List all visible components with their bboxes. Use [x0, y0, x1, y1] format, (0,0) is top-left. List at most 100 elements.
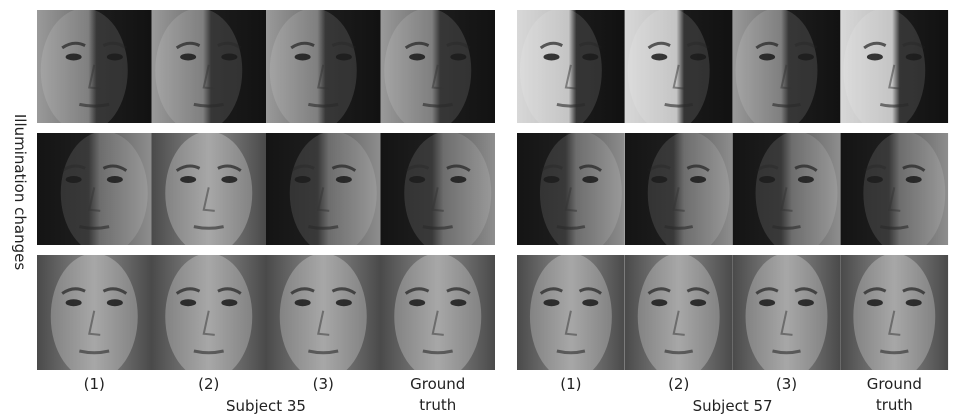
column-label: Ground — [867, 375, 922, 393]
eye — [690, 176, 706, 183]
eye — [295, 299, 311, 306]
mouth — [665, 104, 693, 106]
face — [843, 8, 925, 132]
face — [853, 253, 935, 380]
eye — [759, 299, 775, 306]
eye — [180, 299, 196, 306]
mouth — [194, 227, 224, 229]
face — [746, 253, 828, 380]
face-image — [517, 8, 625, 132]
face-image — [152, 253, 267, 380]
face-image — [733, 253, 841, 380]
column-label: Ground — [410, 375, 465, 393]
face-image — [625, 8, 733, 132]
eye — [66, 299, 82, 306]
eye — [906, 53, 922, 60]
mouth — [557, 351, 585, 353]
eye — [651, 176, 667, 183]
eye — [221, 53, 237, 60]
eye — [543, 299, 559, 306]
mouth — [772, 104, 800, 106]
mouth — [880, 351, 908, 353]
mouth — [557, 104, 585, 106]
eye — [906, 176, 922, 183]
face — [41, 8, 128, 132]
eye — [690, 299, 706, 306]
face — [540, 131, 622, 254]
eye — [798, 176, 814, 183]
figure: Illumination changes (1)(2)(3)Groundtrut… — [0, 0, 966, 419]
column-label: (3) — [313, 375, 334, 393]
column-label: (1) — [84, 375, 105, 393]
face-image — [266, 253, 381, 380]
column-label: (2) — [198, 375, 219, 393]
mouth — [308, 227, 338, 229]
eye — [906, 299, 922, 306]
image-grid — [37, 8, 948, 379]
eye — [582, 53, 598, 60]
column-label: (1) — [560, 375, 581, 393]
face-image — [517, 253, 625, 380]
eye — [180, 176, 196, 183]
eye — [336, 176, 352, 183]
mouth — [880, 104, 908, 106]
column-label: (3) — [776, 375, 797, 393]
face — [736, 8, 818, 132]
eye — [759, 53, 775, 60]
face — [756, 131, 838, 254]
face — [270, 8, 357, 132]
face-image — [840, 131, 948, 254]
face — [628, 8, 710, 132]
face-image — [152, 131, 267, 254]
mouth — [423, 351, 453, 353]
eye — [543, 176, 559, 183]
eye — [867, 299, 883, 306]
face-image — [381, 253, 496, 380]
face-image — [733, 131, 841, 254]
face — [384, 8, 471, 132]
face — [280, 253, 367, 380]
eye — [66, 53, 82, 60]
face — [165, 131, 252, 254]
face-image — [840, 253, 948, 380]
mouth — [423, 104, 453, 106]
eye — [450, 176, 466, 183]
face — [404, 131, 491, 254]
face-image — [625, 131, 733, 254]
face — [648, 131, 730, 254]
eye — [107, 299, 123, 306]
face-image — [37, 253, 152, 380]
eye — [450, 53, 466, 60]
eye — [336, 299, 352, 306]
eye — [295, 176, 311, 183]
mouth — [194, 104, 224, 106]
eye — [66, 176, 82, 183]
eye — [221, 176, 237, 183]
mouth — [665, 227, 693, 229]
face — [290, 131, 377, 254]
eye — [107, 176, 123, 183]
face-image — [152, 8, 267, 132]
mouth — [423, 227, 453, 229]
face — [638, 253, 720, 380]
eye — [107, 53, 123, 60]
eye — [180, 53, 196, 60]
face-image — [517, 131, 625, 254]
face — [61, 131, 148, 254]
eye — [450, 299, 466, 306]
face-image — [840, 8, 948, 132]
face — [155, 8, 242, 132]
face — [863, 131, 945, 254]
eye — [798, 299, 814, 306]
eye — [336, 53, 352, 60]
face-image — [37, 131, 152, 254]
face-image — [381, 8, 496, 132]
face — [530, 253, 612, 380]
mouth — [772, 227, 800, 229]
face — [51, 253, 138, 380]
eye — [798, 53, 814, 60]
face — [165, 253, 252, 380]
mouth — [772, 351, 800, 353]
eye — [690, 53, 706, 60]
mouth — [194, 351, 224, 353]
